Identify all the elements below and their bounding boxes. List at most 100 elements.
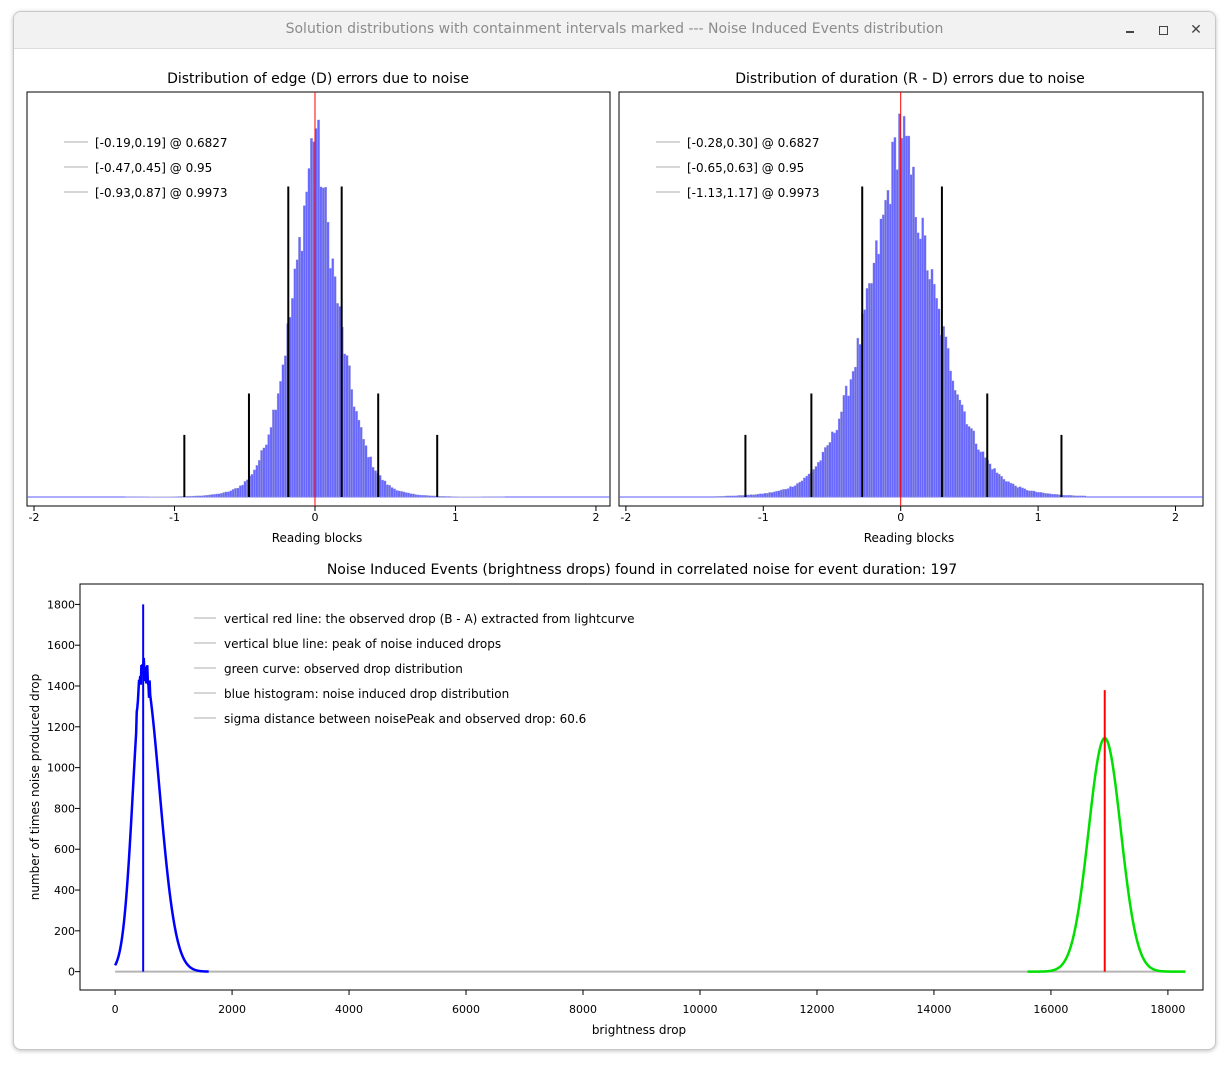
histogram-bar <box>272 409 275 498</box>
histogram-bar <box>949 370 952 498</box>
noise-axes <box>75 603 1169 995</box>
histogram-bar <box>995 472 999 498</box>
histogram-bar <box>777 490 781 498</box>
duration-tick-label: 1 <box>1035 511 1042 524</box>
noise-plot-title: Noise Induced Events (brightness drops) … <box>327 562 957 578</box>
histogram-bar <box>395 490 399 498</box>
histogram-bar <box>905 135 908 498</box>
histogram-bar <box>300 250 304 498</box>
edge-histogram <box>27 119 610 498</box>
histogram-bar <box>205 495 209 498</box>
histogram-bar <box>267 434 271 498</box>
histogram-bar <box>1014 485 1017 498</box>
noise-legend-item: green curve: observed drop distribution <box>224 662 463 676</box>
histogram-bar <box>946 348 950 498</box>
histogram-bar <box>928 279 931 498</box>
histogram-bar <box>870 283 874 498</box>
histogram-bar <box>967 426 971 498</box>
histogram-bar <box>782 489 785 498</box>
histogram-bar <box>747 494 751 498</box>
duration-legend-item: [-1.13,1.17] @ 0.9973 <box>687 186 820 200</box>
histogram-bar <box>238 485 242 498</box>
histogram-bar <box>726 495 730 498</box>
histogram-bar <box>1009 482 1013 498</box>
histogram-bar <box>302 205 306 498</box>
histogram-bar <box>449 496 453 498</box>
histogram-bar <box>336 303 339 498</box>
histogram-bar <box>362 438 365 498</box>
histogram-bar <box>388 485 391 498</box>
noise-legend-item: blue histogram: noise induced drop distr… <box>224 687 509 701</box>
histogram-bar <box>914 216 918 498</box>
histogram-bar <box>1069 495 1073 498</box>
histogram-bar <box>997 473 1001 498</box>
histogram-bar <box>1067 494 1071 498</box>
histogram-bar <box>1058 494 1061 498</box>
duration-legend: [-0.28,0.30] @ 0.6827 [-0.65,0.63] @ 0.9… <box>656 136 820 200</box>
histogram-bar <box>191 495 195 498</box>
edge-tick-label: 1 <box>452 511 459 524</box>
histogram-bar <box>963 411 966 498</box>
histogram-bar <box>819 460 823 498</box>
histogram-bar <box>984 457 987 498</box>
histogram-bar <box>738 495 741 498</box>
duration-x-axis <box>625 506 1177 511</box>
histogram-bar <box>798 481 802 498</box>
title-bar[interactable]: Solution distributions with containment … <box>14 12 1215 49</box>
histogram-bar <box>241 484 245 498</box>
histogram-bar <box>717 496 720 498</box>
histogram-bar <box>749 494 753 498</box>
histogram-bar <box>253 469 256 498</box>
histogram-bar <box>935 298 938 498</box>
histogram-bar <box>383 480 387 498</box>
histogram-bar <box>212 494 216 498</box>
histogram-bar <box>763 493 767 498</box>
histogram-bar <box>793 485 797 498</box>
minimize-button[interactable] <box>1118 18 1142 42</box>
histogram-bar <box>433 495 437 498</box>
duration-tick-label: 2 <box>1172 511 1179 524</box>
noise-legend-item: sigma distance between noisePeak and obs… <box>224 712 586 726</box>
histogram-bar <box>715 496 718 498</box>
histogram-bar <box>1037 492 1040 498</box>
histogram-bar <box>198 495 202 498</box>
histogram-bar <box>907 135 911 498</box>
noise-plot-frame <box>79 583 1204 991</box>
histogram-bar <box>916 232 920 498</box>
noise-x-tick-label: 16000 <box>1033 1003 1068 1016</box>
histogram-bar <box>993 468 996 498</box>
noise-x-tick-label: 12000 <box>799 1003 834 1016</box>
histogram-bar <box>208 494 211 498</box>
histogram-bar <box>979 451 983 498</box>
histogram-bar <box>766 493 769 498</box>
edge-x-axis-label: Reading blocks <box>272 531 363 545</box>
histogram-bar <box>222 492 226 498</box>
histogram-bar <box>295 259 299 498</box>
histogram-bar <box>236 487 240 498</box>
histogram-bar <box>1062 494 1066 498</box>
maximize-button[interactable] <box>1151 18 1175 42</box>
histogram-bar <box>759 493 762 498</box>
histogram-bar <box>224 491 228 498</box>
edge-plot: Distribution of edge (D) errors due to n… <box>26 71 611 545</box>
noise-y-tick-label: 800 <box>54 802 75 815</box>
histogram-bar <box>821 451 825 498</box>
histogram-bar <box>279 381 282 498</box>
noise-x-tick-label: 18000 <box>1150 1003 1185 1016</box>
histogram-bar <box>828 442 832 498</box>
histogram-bar <box>1051 493 1054 498</box>
histogram-bar <box>1081 495 1085 498</box>
histogram-bar <box>1021 487 1024 498</box>
histogram-bar <box>830 431 834 498</box>
duration-histogram <box>619 113 1203 498</box>
histogram-bar <box>179 496 183 498</box>
noise-x-tick-label: 2000 <box>218 1003 246 1016</box>
histogram-bar <box>357 419 361 498</box>
noise-x-tick-label: 14000 <box>916 1003 951 1016</box>
histogram-bar <box>858 344 862 498</box>
histogram-bar <box>201 495 204 498</box>
histogram-bar <box>378 475 382 498</box>
histogram-bar <box>329 268 332 498</box>
close-button[interactable]: ✕ <box>1184 18 1208 42</box>
histogram-bar <box>840 411 843 498</box>
